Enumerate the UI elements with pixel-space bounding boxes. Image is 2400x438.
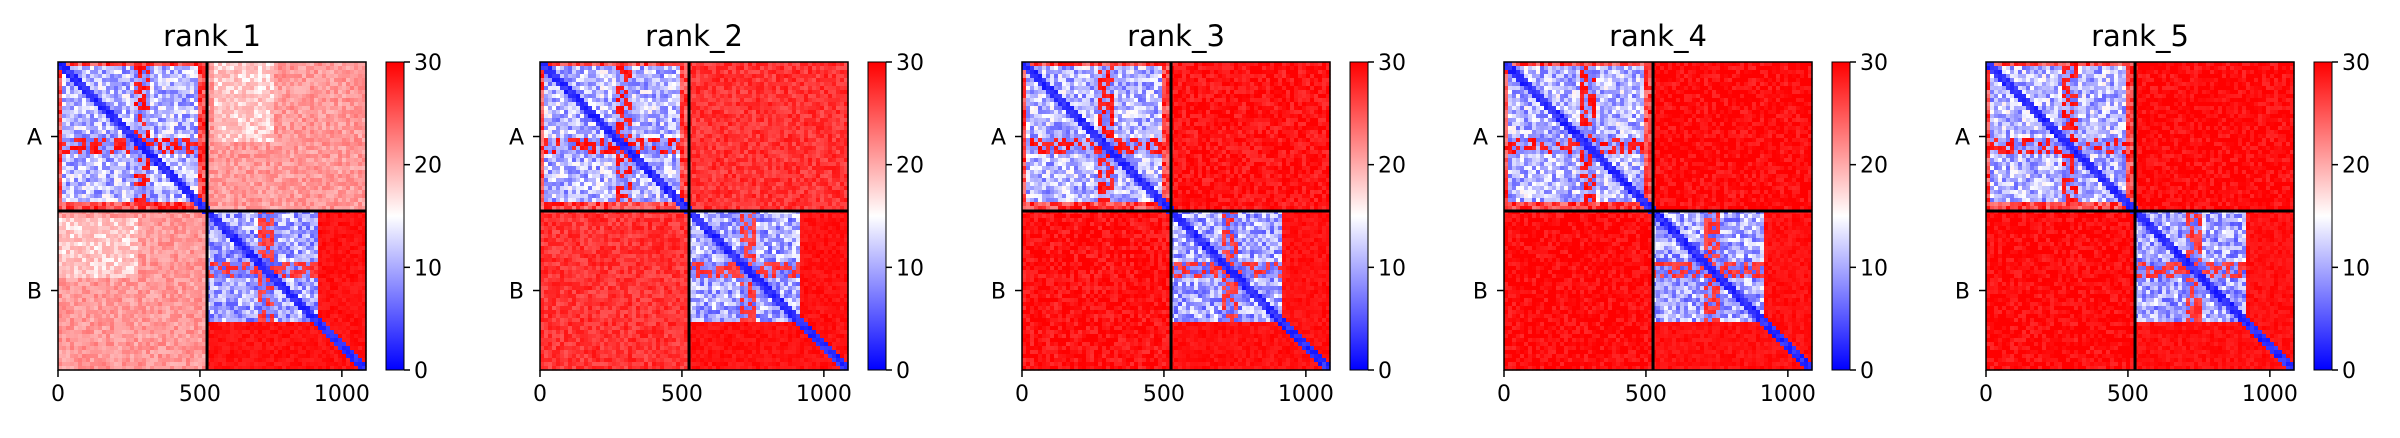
colorbar <box>868 62 886 370</box>
colorbar-tick-label: 20 <box>1378 154 1406 179</box>
colorbar-tick-label: 30 <box>414 51 442 76</box>
panel-rank_3: rank_3 A B 0 500 1000 0 10 20 30 <box>991 19 1406 407</box>
x-tick-label: 0 <box>1497 382 1511 407</box>
chain-label-B: B <box>509 280 524 305</box>
heatmap-cells <box>1022 62 1331 371</box>
x-tick-label: 500 <box>179 382 221 407</box>
x-tick-label: 1000 <box>2242 382 2298 407</box>
colorbar-tick-label: 20 <box>2342 154 2370 179</box>
heatmap-cells <box>1504 62 1813 371</box>
colorbar-tick-label: 0 <box>2342 359 2356 384</box>
heatmap-cells <box>58 62 367 371</box>
x-tick-label: 500 <box>2107 382 2149 407</box>
colorbar-tick-label: 20 <box>896 154 924 179</box>
colorbar-tick-label: 10 <box>1860 256 1888 281</box>
x-tick-label: 500 <box>661 382 703 407</box>
colorbar-tick-label: 0 <box>1378 359 1392 384</box>
colorbar-tick-label: 10 <box>1378 256 1406 281</box>
panel-title: rank_1 <box>163 19 261 53</box>
x-tick-label: 0 <box>1979 382 1993 407</box>
chain-label-B: B <box>27 280 42 305</box>
panel-title: rank_5 <box>2091 19 2189 53</box>
colorbar-tick-label: 30 <box>2342 51 2370 76</box>
colorbar <box>2314 62 2332 370</box>
panel-rank_1: rank_1 A B 0 500 1000 0 10 20 30 <box>27 19 442 407</box>
x-tick-label: 500 <box>1143 382 1185 407</box>
chain-label-B: B <box>991 280 1006 305</box>
colorbar-tick-label: 0 <box>896 359 910 384</box>
colorbar <box>386 62 404 370</box>
panel-rank_5: rank_5 A B 0 500 1000 0 10 20 30 <box>1955 19 2370 407</box>
x-tick-label: 0 <box>51 382 65 407</box>
chain-label-A: A <box>1955 126 1970 151</box>
chain-label-A: A <box>27 126 42 151</box>
colorbar-tick-label: 10 <box>2342 256 2370 281</box>
x-tick-label: 0 <box>1015 382 1029 407</box>
chain-label-A: A <box>509 126 524 151</box>
heatmap-cells <box>1986 62 2295 371</box>
x-tick-label: 1000 <box>314 382 370 407</box>
panel-rank_2: rank_2 A B 0 500 1000 0 10 20 30 <box>509 19 924 407</box>
panel-title: rank_4 <box>1609 19 1707 53</box>
panel-title: rank_3 <box>1127 19 1225 53</box>
x-tick-label: 1000 <box>1278 382 1334 407</box>
colorbar-tick-label: 30 <box>1860 51 1888 76</box>
panel-title: rank_2 <box>645 19 743 53</box>
colorbar-tick-label: 0 <box>414 359 428 384</box>
colorbar-tick-label: 20 <box>1860 154 1888 179</box>
panel-rank_4: rank_4 A B 0 500 1000 0 10 20 30 <box>1473 19 1888 407</box>
colorbar-tick-label: 30 <box>1378 51 1406 76</box>
chain-label-A: A <box>1473 126 1488 151</box>
x-tick-label: 0 <box>533 382 547 407</box>
colorbar-tick-label: 0 <box>1860 359 1874 384</box>
x-tick-label: 1000 <box>1760 382 1816 407</box>
colorbar-tick-label: 10 <box>414 256 442 281</box>
colorbar-tick-label: 10 <box>896 256 924 281</box>
chain-label-B: B <box>1955 280 1970 305</box>
chain-label-A: A <box>991 126 1006 151</box>
colorbar-tick-label: 30 <box>896 51 924 76</box>
colorbar <box>1832 62 1850 370</box>
colorbar <box>1350 62 1368 370</box>
colorbar-tick-label: 20 <box>414 154 442 179</box>
x-tick-label: 1000 <box>796 382 852 407</box>
chain-label-B: B <box>1473 280 1488 305</box>
x-tick-label: 500 <box>1625 382 1667 407</box>
heatmap-cells <box>540 62 849 371</box>
